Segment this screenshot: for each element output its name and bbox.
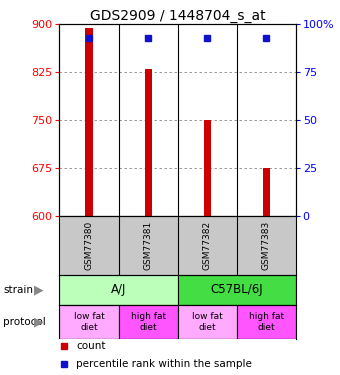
Text: GSM77382: GSM77382 — [203, 221, 212, 270]
Bar — [144, 69, 152, 216]
Bar — [177, 305, 237, 339]
Bar — [59, 305, 119, 339]
Bar — [263, 168, 270, 216]
Text: high fat
diet: high fat diet — [249, 312, 284, 332]
Text: count: count — [76, 342, 105, 351]
Bar — [177, 275, 296, 305]
Text: GSM77380: GSM77380 — [85, 221, 94, 270]
Bar — [119, 305, 177, 339]
Title: GDS2909 / 1448704_s_at: GDS2909 / 1448704_s_at — [90, 9, 266, 23]
Bar — [59, 275, 177, 305]
Bar — [237, 305, 296, 339]
Bar — [204, 120, 211, 216]
Text: GSM77383: GSM77383 — [262, 221, 271, 270]
Text: ▶: ▶ — [34, 315, 44, 328]
Text: A/J: A/J — [111, 284, 126, 296]
Text: ▶: ▶ — [34, 284, 44, 296]
Text: high fat
diet: high fat diet — [131, 312, 166, 332]
Text: protocol: protocol — [3, 317, 46, 327]
Text: C57BL/6J: C57BL/6J — [210, 284, 263, 296]
Text: low fat
diet: low fat diet — [74, 312, 104, 332]
Text: low fat
diet: low fat diet — [192, 312, 223, 332]
Text: GSM77381: GSM77381 — [143, 221, 153, 270]
Bar — [85, 28, 92, 216]
Text: percentile rank within the sample: percentile rank within the sample — [76, 358, 252, 369]
Text: strain: strain — [3, 285, 33, 295]
